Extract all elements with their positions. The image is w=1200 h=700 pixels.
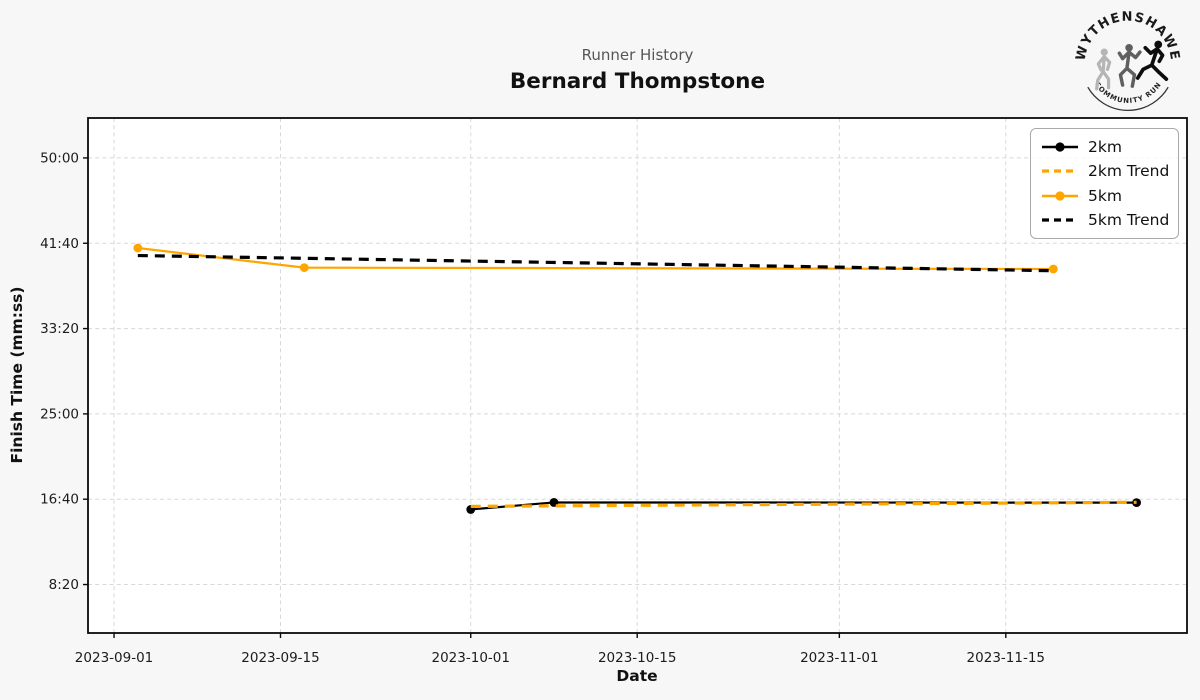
legend-sample-marker	[1055, 191, 1065, 201]
y-tick-label: 50:00	[40, 150, 79, 166]
legend: 2km 2km Trend 5km 5km Trend	[1030, 128, 1179, 239]
club-logo: WYTHENSHAWE COMMUNITY RUN	[1074, 10, 1181, 112]
data-point-5km	[1048, 264, 1058, 274]
x-tick-label: 2023-09-01	[75, 650, 153, 666]
legend-label: 2km Trend	[1088, 162, 1170, 181]
runner-silhouette-jogging	[1117, 44, 1142, 88]
x-tick-label: 2023-10-01	[432, 650, 510, 666]
legend-sample-marker	[1055, 142, 1065, 152]
legend-item-2km-trend: 2km Trend	[1040, 162, 1170, 181]
x-tick-label: 2023-11-15	[967, 650, 1045, 666]
gridlines	[88, 118, 1187, 633]
x-tick-label: 2023-10-15	[598, 650, 676, 666]
data-point-5km	[299, 263, 309, 273]
legend-sample-5km	[1042, 191, 1078, 201]
y-tick-label: 41:40	[40, 236, 79, 252]
legend-item-5km-trend: 5km Trend	[1040, 210, 1170, 229]
x-tick-label: 2023-11-01	[800, 650, 878, 666]
x-axis-title: Date	[616, 667, 657, 685]
chart-subtitle: Runner History	[581, 46, 694, 64]
plot-area	[88, 118, 1187, 633]
runner-silhouette-sprinting	[1135, 40, 1169, 81]
legend-sample-2km	[1042, 142, 1078, 152]
legend-label: 5km Trend	[1088, 210, 1170, 229]
y-tick-label: 8:20	[49, 577, 79, 593]
legend-item-5km: 5km	[1040, 187, 1168, 205]
chart-title: Bernard Thompstone	[509, 69, 766, 94]
logo-border-arc	[1087, 86, 1169, 112]
legend-item-2km: 2km	[1040, 138, 1168, 156]
runner-silhouette-walking	[1095, 48, 1112, 91]
y-axis-title: Finish Time (mm:ss)	[8, 287, 26, 464]
y-tick-label: 25:00	[40, 406, 79, 422]
y-tick-label: 16:40	[40, 492, 79, 508]
y-tick-label: 33:20	[40, 321, 79, 337]
legend-label: 5km	[1088, 186, 1122, 205]
series-line-2km-trend	[470, 500, 1137, 508]
legend-sample-2km-trend	[1042, 169, 1078, 173]
legend-label: 2km	[1088, 138, 1122, 157]
x-tick-label: 2023-09-15	[241, 650, 319, 666]
tick-labels: 2023-09-01 2023-09-15 2023-10-01 2023-10-15…	[40, 150, 1045, 666]
legend-sample-5km-trend	[1042, 218, 1078, 222]
tick-marks	[83, 157, 1007, 638]
data-point-5km	[133, 243, 143, 253]
